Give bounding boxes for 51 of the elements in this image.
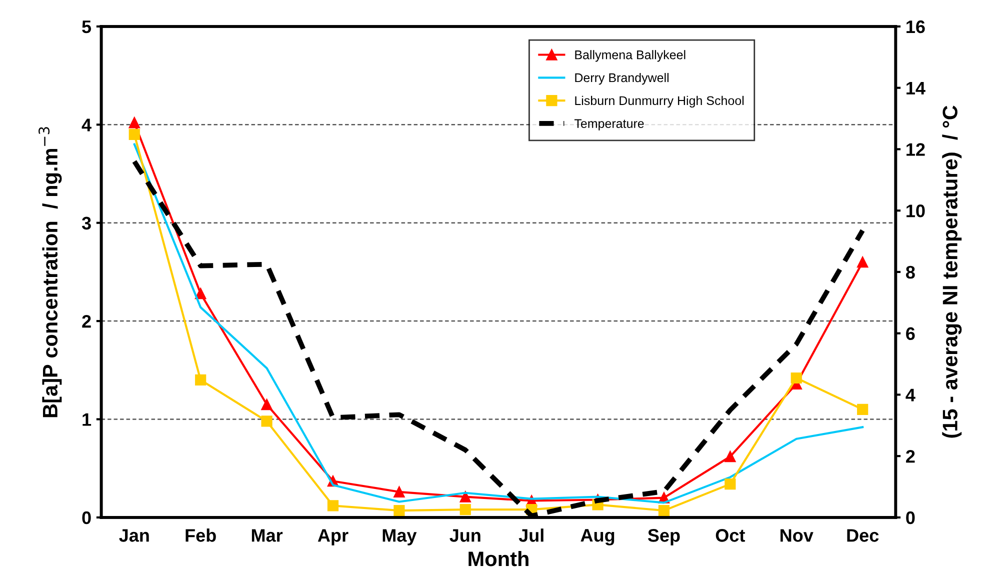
x-tick-label: Feb [186, 528, 216, 542]
point [261, 416, 272, 427]
point [460, 491, 471, 502]
x-tick-label: Sep [648, 529, 680, 546]
x-axis-title: Month [468, 550, 528, 566]
x-tick-label: Jan [119, 529, 149, 542]
point [195, 374, 206, 386]
point [724, 478, 736, 490]
legend-label: Ballymena Ballykeel [575, 50, 686, 62]
x-tick-label: Aug [580, 529, 614, 546]
point [857, 256, 868, 268]
x-tick-label: Dec [847, 529, 879, 542]
y-tick-label: 5 [82, 20, 92, 34]
y-tick-label: 3 [82, 216, 91, 230]
point [128, 128, 140, 140]
y-tick-label: 4 [82, 118, 92, 132]
x-tick-label: Mar [252, 529, 283, 542]
point [724, 451, 736, 462]
y2-tick-label: 16 [906, 20, 925, 34]
x-tick-label: Oct [716, 529, 746, 542]
legend-label: Derry Brandywell [575, 72, 669, 85]
point [394, 505, 405, 516]
point [128, 117, 140, 128]
x-tick-label: Jun [450, 529, 480, 542]
y2-tick-label: 8 [906, 266, 915, 279]
point [857, 404, 868, 415]
point [195, 288, 206, 300]
y2-tick-label: 6 [906, 327, 915, 340]
x-tick-label: Jul [518, 528, 544, 542]
y2-tick-label: 12 [906, 143, 925, 156]
y-tick-label: 2 [82, 314, 91, 328]
y2-axis-title: (15 - average NI temperature) / °C [942, 106, 962, 438]
y2-tick-label: 0 [906, 511, 915, 524]
x-tick-label: Nov [780, 529, 814, 542]
x-tick-label: May [382, 529, 417, 546]
point [790, 372, 802, 384]
y-tick-label: 0 [82, 511, 91, 524]
y2-tick-label: 10 [906, 204, 925, 218]
point [394, 486, 405, 498]
y-axis-title: B[a]P concentration / ng.m$^{−3}$ [38, 127, 62, 418]
point [460, 504, 471, 516]
point [261, 398, 272, 410]
y2-tick-label: 14 [906, 82, 926, 94]
x-tick-label: Apr [318, 529, 348, 546]
point [327, 500, 339, 512]
y2-tick-label: 2 [906, 450, 915, 463]
point [658, 505, 670, 516]
y-tick-label: 1 [82, 413, 92, 426]
y2-tick-label: 4 [906, 388, 916, 402]
legend-label: Lisburn Dunmurry High School [575, 96, 744, 108]
legend-label: Temperature [574, 119, 644, 130]
